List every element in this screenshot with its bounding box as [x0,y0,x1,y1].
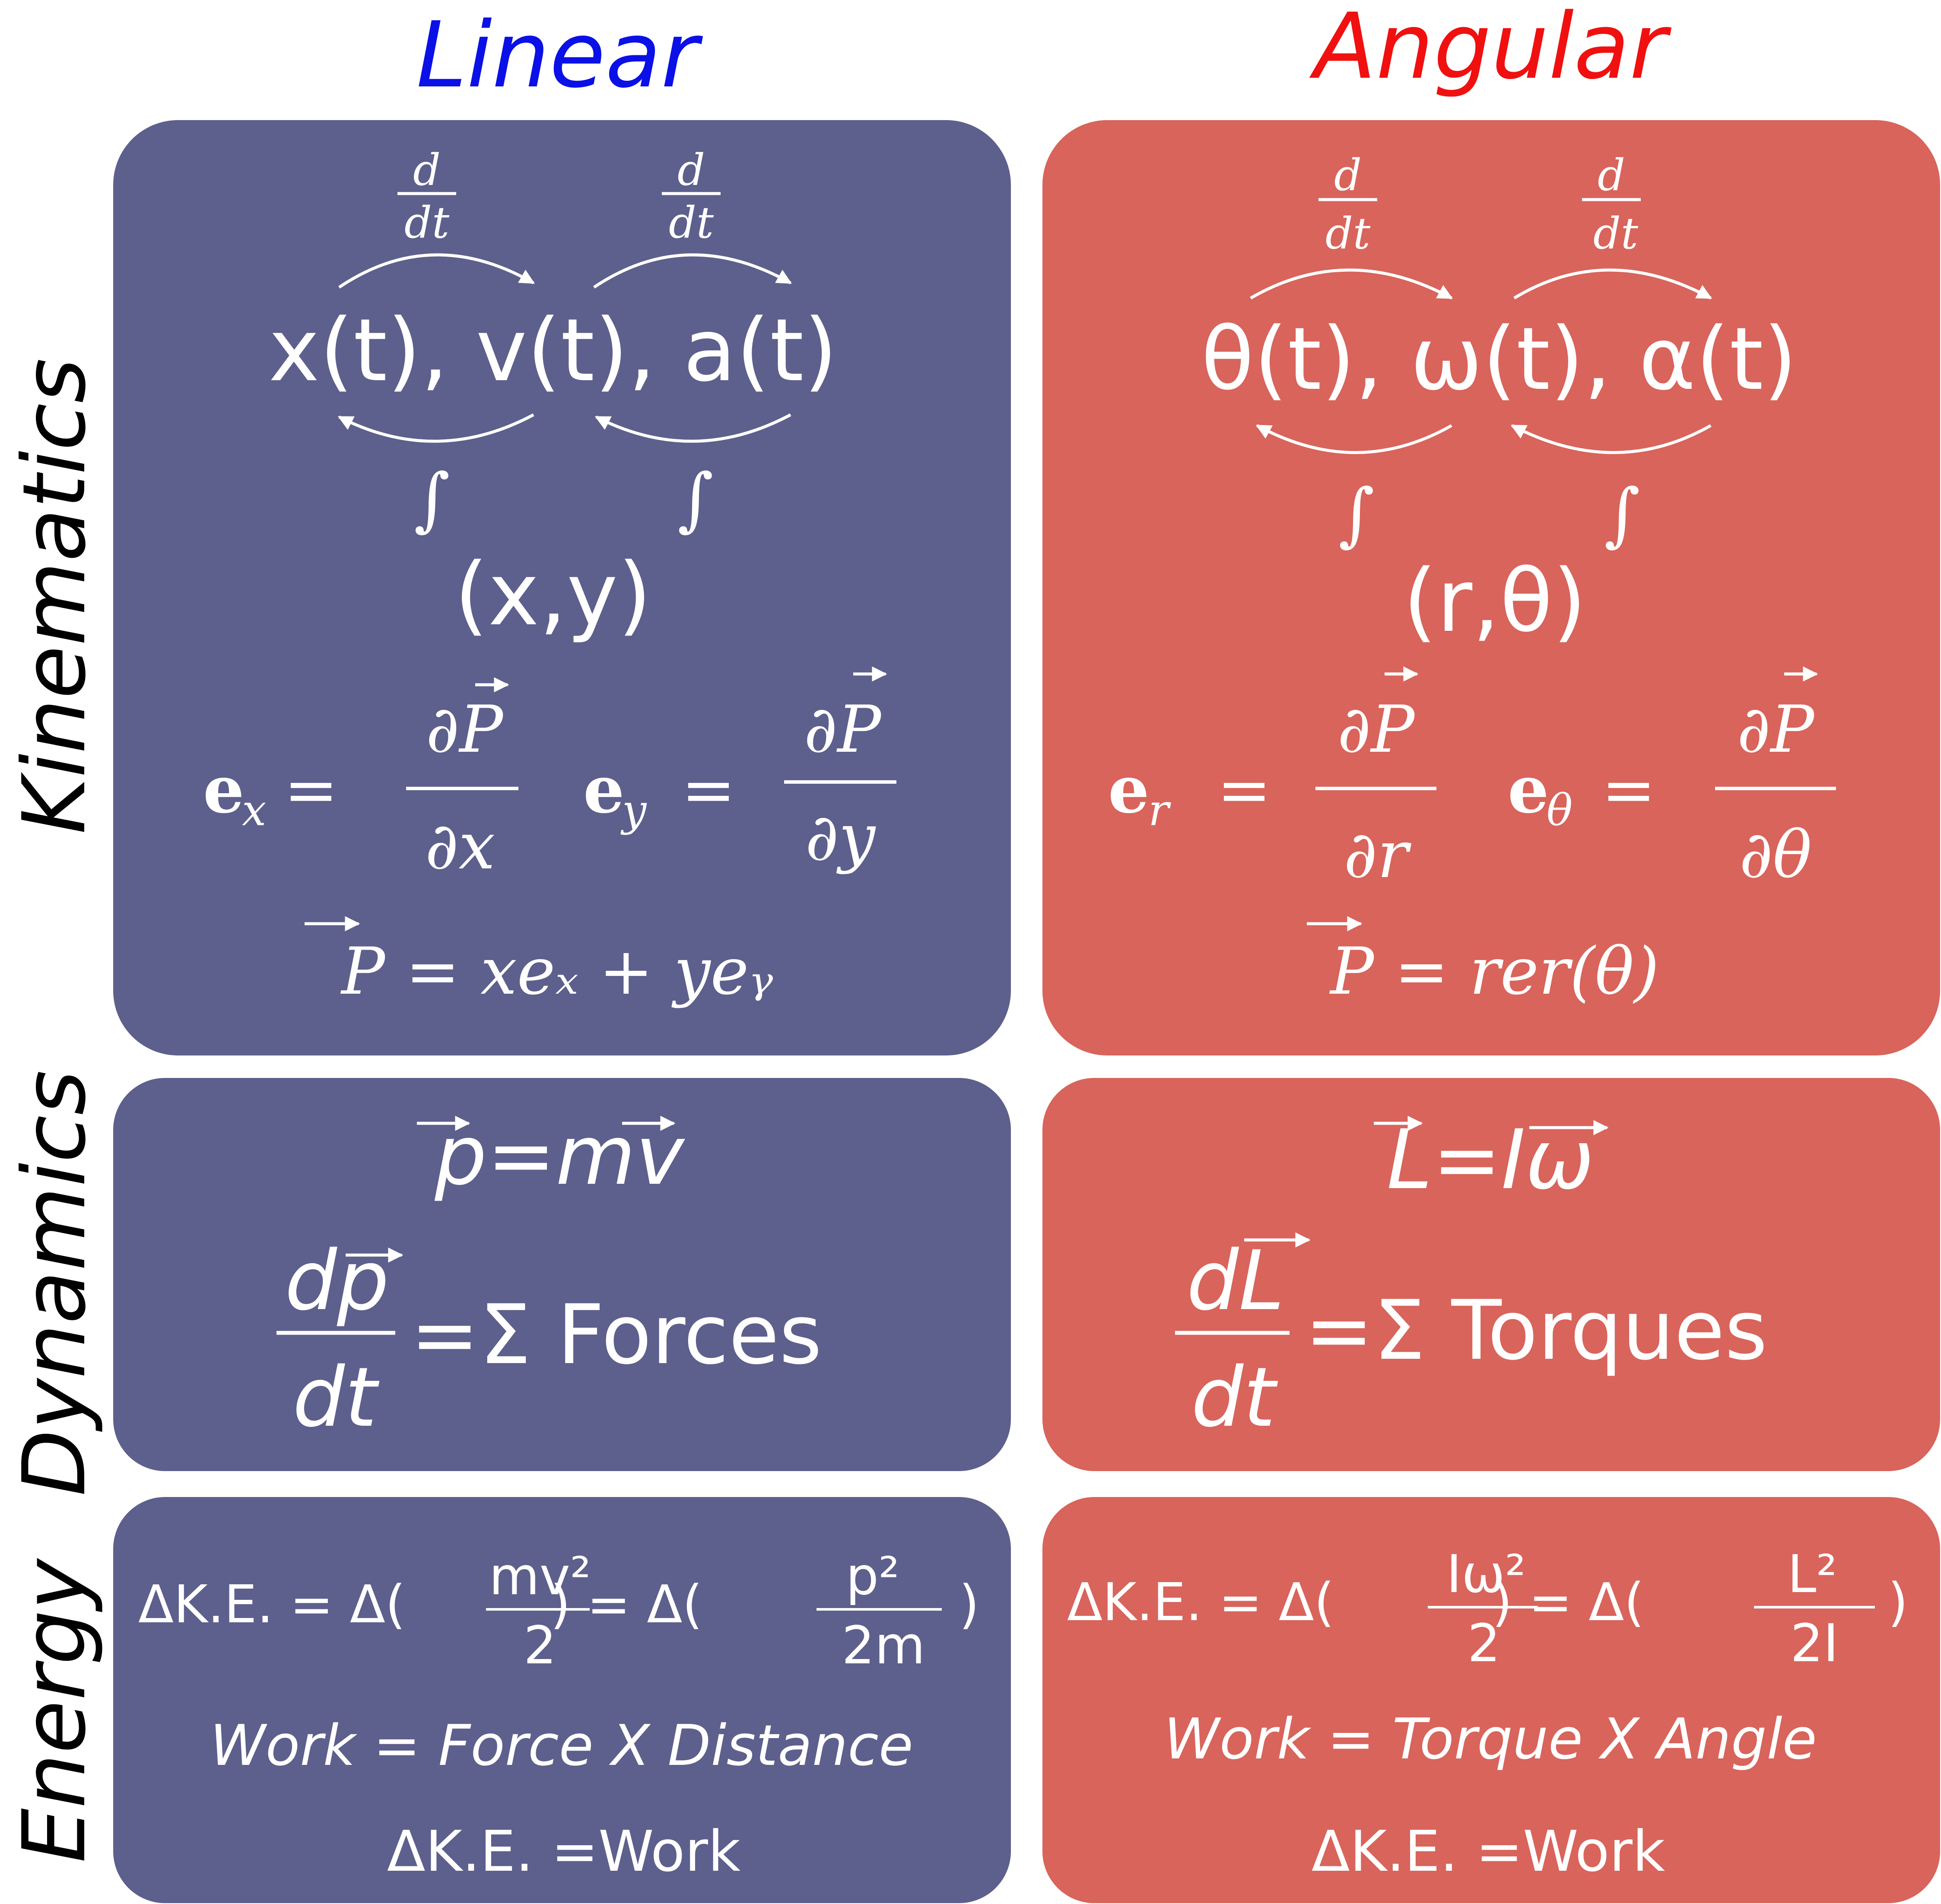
linear-integral-1: ∫ [414,458,450,539]
angular-basis-theta-sub: θ [1547,785,1572,836]
linear-dt-bottom-1: dt [404,197,450,248]
linear-ke-frac2-num: p² [846,1547,899,1607]
linear-basis-x-eq: = [284,753,338,828]
angular-ke-left: ΔK.E. = Δ( [1067,1573,1334,1633]
angular-basis-r-eq: = [1217,753,1271,828]
linear-dynamics-panel [113,1078,1011,1471]
angular-ke-frac1-num: Iω² [1446,1545,1526,1605]
angular-basis-r-den: ∂r [1344,817,1412,893]
linear-basis-x: e x = ∂P ∂x [203,677,518,884]
angular-basis-theta-num: ∂P [1737,692,1816,767]
angular-work: Work = Torque X Angle [1164,1706,1817,1772]
angular-coords: (r,θ) [1403,551,1586,652]
linear-kinetic-energy: ΔK.E. = Δ( mv² 2 ) = Δ( p² 2m ) [138,1547,979,1676]
linear-work-energy-theorem: ΔK.E. =Work [387,1818,740,1884]
linear-basis-y-sub: y [620,785,647,836]
angular-momentum-text: L=Iω [1387,1112,1594,1208]
angular-integral-1: ∫ [1338,474,1374,554]
linear-ke-left: ΔK.E. = Δ( [138,1575,406,1635]
angular-energy-panel [1042,1497,1940,1903]
angular-ke-end: ) [1888,1573,1908,1633]
linear-position-text: P = xeₓ + yeᵧ [340,934,773,1009]
linear-d-top-2: d [677,145,705,195]
angular-dynamics-panel [1042,1078,1940,1471]
angular-momentum: L=Iω [1374,1112,1609,1208]
linear-basis-y-lhs: e [583,752,624,828]
linear-coords: (x,y) [454,544,651,645]
dynamics-label: Dynamics [4,1070,105,1496]
angular-basis-theta: e θ = ∂P ∂θ [1508,666,1836,893]
angular-law-num: dL [1187,1233,1284,1329]
linear-integral-2: ∫ [677,458,713,539]
linear-newton-law: dp dt =Σ Forces [276,1233,822,1445]
linear-d-top-1: d [413,145,441,195]
linear-law-rhs: =Σ Forces [410,1287,822,1383]
linear-law-den: dt [292,1350,380,1445]
linear-derivative-arrows: d dt d dt [338,145,792,289]
angular-d-top-1: d [1334,150,1362,200]
linear-position-eq: P = xeₓ + yeᵧ [305,916,773,1009]
linear-quantities: x(t), v(t), a(t) [269,300,838,401]
angular-basis-theta-den: ∂θ [1739,817,1812,893]
linear-basis-y-num: ∂P [804,692,883,767]
angular-dt-bottom-2: dt [1593,208,1639,259]
linear-basis-x-lhs: e [203,752,244,828]
angular-heading: Angular [1309,0,1672,99]
linear-ke-mid: ) = Δ( [550,1575,703,1635]
linear-energy-panel [113,1497,1011,1903]
linear-ke-frac1-den: 2 [524,1616,556,1676]
linear-basis-y-den: ∂y [805,800,877,875]
linear-momentum: p=mv [417,1108,685,1203]
angular-integral-arrows: ∫ ∫ [1255,424,1712,554]
linear-basis-x-num: ∂P [426,692,505,767]
angular-ke-mid: ) = Δ( [1492,1573,1645,1633]
angular-derivative-arrows: d dt d dt [1250,150,1712,300]
angular-quantities: θ(t), ω(t), α(t) [1201,309,1797,410]
angular-basis-r-num: ∂P [1337,692,1416,767]
linear-basis-y-eq: = [681,753,736,828]
angular-integral-2: ∫ [1604,474,1640,554]
angular-kinetic-energy: ΔK.E. = Δ( Iω² 2 ) = Δ( L² 2I ) [1067,1545,1908,1674]
angular-basis-r-sub: r [1148,785,1171,836]
energy-label: Energy [4,1558,105,1863]
angular-position-eq: P = rer(θ) [1307,916,1659,1009]
linear-ke-end: ) [959,1575,979,1635]
linear-basis-x-den: ∂x [425,809,495,884]
linear-momentum-text: p=mv [434,1108,685,1203]
angular-law-rhs: =Σ Torques [1305,1283,1767,1378]
linear-ke-frac2-den: 2m [842,1616,925,1676]
angular-ke-frac1-den: 2 [1468,1614,1500,1674]
angular-ke-frac2-den: 2I [1790,1614,1839,1674]
angular-kinematics-panel [1042,120,1940,1055]
angular-position-text: P = rer(θ) [1329,934,1659,1009]
angular-basis-r: e r = ∂P ∂r [1108,666,1436,893]
kinematics-label: Kinematics [4,358,105,834]
linear-heading: Linear [416,2,703,108]
angular-work-energy-theorem: ΔK.E. =Work [1312,1818,1665,1884]
angular-basis-theta-eq: = [1601,753,1656,828]
angular-d-top-2: d [1598,150,1625,200]
linear-work: Work = Force X Distance [210,1713,913,1778]
linear-basis-x-sub: x [242,785,266,836]
linear-integral-arrows: ∫ ∫ [337,413,791,539]
angular-newton-law: dL dt =Σ Torques [1175,1232,1767,1445]
linear-law-num: dp [285,1233,389,1329]
angular-law-den: dt [1191,1350,1278,1445]
angular-ke-frac2-num: L² [1788,1545,1837,1605]
linear-basis-y: e y = ∂P ∂y [583,666,896,875]
linear-dt-bottom-2: dt [669,197,714,248]
angular-basis-r-lhs: e [1108,752,1149,828]
linear-ke-frac1-num: mv² [489,1547,591,1607]
angular-dt-bottom-1: dt [1325,208,1371,259]
angular-basis-theta-lhs: e [1508,752,1549,828]
linear-kinematics-panel [113,120,1011,1055]
